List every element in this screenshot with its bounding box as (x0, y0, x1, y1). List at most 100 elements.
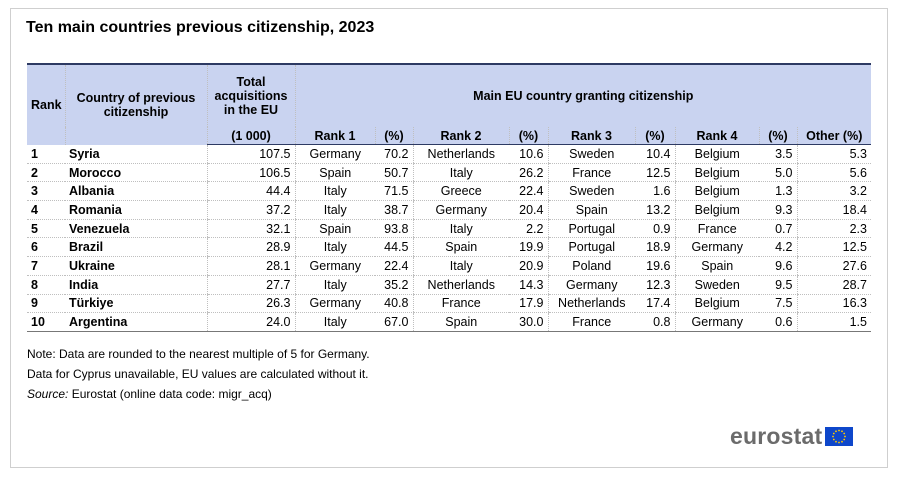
cell-country: Syria (65, 144, 207, 164)
flag-star (838, 429, 841, 431)
cell-country: Brazil (65, 237, 207, 258)
cell-rank3-country: Sweden (547, 181, 635, 202)
cell-rank4-country: Belgium (674, 144, 759, 164)
cell-rank3-pct: 10.4 (635, 144, 675, 164)
cell-rank4-country: Spain (674, 256, 759, 276)
cell-other-pct: 12.5 (796, 237, 871, 258)
data-table: Rank Country of previous citizenship Tot… (27, 63, 871, 332)
table-row: 9 Türkiye 26.3 Germany 40.8 France 17.9 Netherl… (27, 294, 871, 314)
header-total: Total acquisitions in the EU (206, 64, 295, 127)
header-pct2: (%) (508, 127, 548, 145)
header-group: Main EU country granting citizenship (294, 64, 871, 127)
cell-rank: 6 (27, 237, 65, 258)
cell-rank1-pct: 67.0 (375, 312, 413, 332)
cell-other-pct: 5.6 (796, 163, 871, 183)
flag-star (841, 429, 844, 432)
flag-star (841, 440, 844, 443)
cell-total: 28.1 (206, 256, 295, 276)
cell-rank2-country: Netherlands (412, 275, 509, 295)
cell-rank4-pct: 3.5 (759, 144, 797, 164)
cell-rank3-pct: 19.6 (635, 256, 675, 276)
cell-rank3-pct: 0.8 (635, 312, 675, 332)
cell-other-pct: 28.7 (796, 275, 871, 295)
cell-total: 27.7 (206, 275, 295, 295)
cell-total: 107.5 (206, 144, 295, 164)
cell-rank3-pct: 17.4 (635, 294, 675, 314)
table-row: 1 Syria 107.5 Germany 70.2 Netherlands 10.6 Swe… (27, 144, 871, 164)
cell-rank: 3 (27, 181, 65, 202)
cell-rank4-pct: 4.2 (759, 237, 797, 258)
cell-rank2-pct: 2.2 (509, 219, 548, 239)
cell-rank3-pct: 12.5 (635, 163, 675, 183)
cell-rank3-pct: 13.2 (635, 200, 675, 220)
source-line: Source: Eurostat (online data code: migr… (27, 384, 370, 404)
cell-rank1-pct: 40.8 (375, 294, 413, 314)
cell-rank3-pct: 12.3 (635, 275, 675, 295)
cell-country: Romania (65, 200, 207, 220)
cell-rank3-country: France (547, 312, 635, 332)
cell-rank2-country: Italy (412, 256, 509, 276)
cell-rank4-country: Belgium (674, 163, 759, 183)
cell-rank1-pct: 93.8 (375, 219, 413, 239)
cell-rank1-country: Italy (294, 181, 375, 202)
cell-rank2-pct: 26.2 (509, 163, 548, 183)
cell-rank: 1 (27, 144, 65, 164)
cell-rank1-pct: 71.5 (375, 181, 413, 202)
cell-total: 44.4 (206, 181, 295, 202)
cell-total: 24.0 (206, 312, 295, 332)
cell-rank4-pct: 9.5 (759, 275, 797, 295)
cell-rank3-country: Sweden (547, 144, 635, 164)
cell-rank1-country: Italy (294, 275, 375, 295)
source-label: Source: (27, 387, 69, 401)
cell-rank1-pct: 35.2 (375, 275, 413, 295)
table-row: 6 Brazil 28.9 Italy 44.5 Spain 19.9 Portugal 18.… (27, 237, 871, 258)
flag-star (838, 441, 841, 443)
table-body: 1 Syria 107.5 Germany 70.2 Netherlands 10.6 Swe… (27, 144, 871, 332)
header-other: Other (%) (796, 127, 871, 145)
cell-total: 37.2 (206, 200, 295, 220)
note-cyprus: Data for Cyprus unavailable, EU values a… (27, 367, 369, 381)
cell-rank4-country: Germany (674, 312, 759, 332)
cell-country: Argentina (65, 312, 207, 332)
cell-other-pct: 5.3 (796, 144, 871, 164)
header-pct3: (%) (634, 127, 675, 145)
cell-rank3-country: Spain (547, 200, 635, 220)
cell-country: Ukraine (65, 256, 207, 276)
cell-rank2-pct: 20.9 (509, 256, 548, 276)
cell-rank2-pct: 20.4 (509, 200, 548, 220)
cell-rank: 2 (27, 163, 65, 183)
flag-star (833, 432, 836, 434)
cell-rank: 5 (27, 219, 65, 239)
cell-rank2-country: Italy (412, 163, 509, 183)
page-title: Ten main countries previous citizenship,… (26, 19, 375, 36)
flag-star (835, 429, 838, 432)
flag-star (832, 435, 835, 437)
cell-country: Morocco (65, 163, 207, 183)
cell-total: 32.1 (206, 219, 295, 239)
cell-rank4-pct: 0.6 (759, 312, 797, 332)
cell-country: Venezuela (65, 219, 207, 239)
cell-rank1-country: Italy (294, 200, 375, 220)
cell-rank1-country: Italy (294, 312, 375, 332)
cell-total: 28.9 (206, 237, 295, 258)
header-rank2: Rank 2 (412, 127, 509, 145)
cell-rank2-pct: 30.0 (509, 312, 548, 332)
cell-rank: 4 (27, 200, 65, 220)
cell-total: 26.3 (206, 294, 295, 314)
cell-rank3-country: Poland (547, 256, 635, 276)
cell-other-pct: 3.2 (796, 181, 871, 202)
notes: Note: Data are rounded to the nearest mu… (27, 344, 370, 404)
cell-rank: 8 (27, 275, 65, 295)
header-rank4: Rank 4 (674, 127, 759, 145)
cell-rank4-pct: 7.5 (759, 294, 797, 314)
header-rank1: Rank 1 (294, 127, 375, 145)
cell-rank3-country: France (547, 163, 635, 183)
cell-rank4-country: Germany (674, 237, 759, 258)
cell-country: Türkiye (65, 294, 207, 314)
cell-rank4-country: Belgium (674, 181, 759, 202)
cell-rank4-country: Belgium (674, 294, 759, 314)
header-rank: Rank (27, 64, 65, 145)
cell-rank4-pct: 9.3 (759, 200, 797, 220)
flag-star (833, 438, 836, 440)
cell-rank2-country: France (412, 294, 509, 314)
